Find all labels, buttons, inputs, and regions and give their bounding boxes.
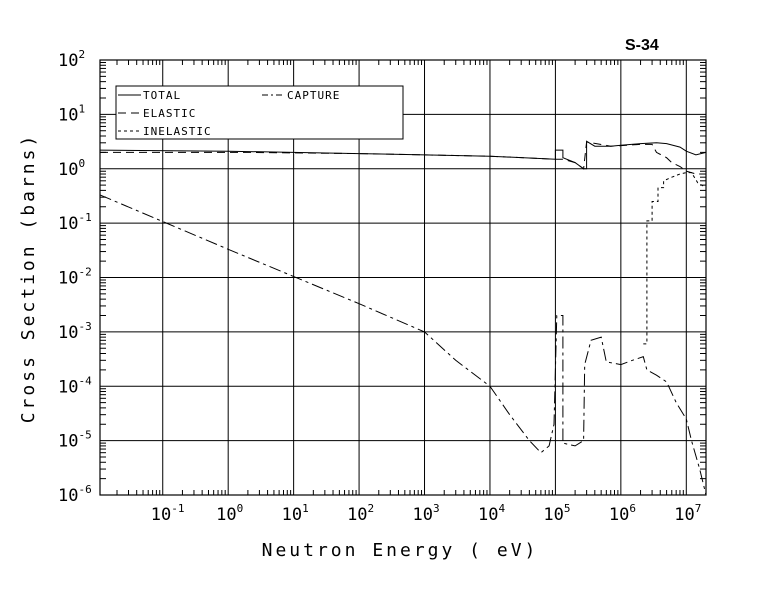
x-tick-label: 10-1 <box>151 502 185 525</box>
y-tick-label: 101 <box>58 102 85 125</box>
x-tick-label: 103 <box>413 502 440 525</box>
y-tick-label: 100 <box>58 157 85 180</box>
series-elastic <box>100 141 706 175</box>
y-tick-label: 10-3 <box>58 320 92 343</box>
x-tick-label: 100 <box>216 502 243 525</box>
x-tick-label: 104 <box>478 502 505 525</box>
y-tick-label: 102 <box>58 48 85 71</box>
legend-label-total: TOTAL <box>143 89 181 102</box>
series-capture <box>99 194 707 496</box>
y-tick-label: 10-2 <box>58 266 92 289</box>
x-tick-label: 101 <box>282 502 309 525</box>
x-tick-label: 107 <box>674 502 701 525</box>
series-group <box>99 140 707 496</box>
legend-label-elastic: ELASTIC <box>143 107 196 120</box>
x-tick-label: 105 <box>543 502 570 525</box>
y-tick-label: 10-4 <box>58 374 92 397</box>
x-tick-label: 106 <box>609 502 636 525</box>
x-axis-label: Neutron Energy ( eV) <box>262 540 539 561</box>
legend: TOTAL ELASTIC INELASTIC CAPTURE <box>115 85 404 140</box>
legend-label-capture: CAPTURE <box>287 89 340 102</box>
series-inelastic <box>643 172 707 345</box>
y-tick-label: 10-1 <box>58 211 92 234</box>
tick-labels: 10-1 100 101 102 103 104 105 106 107 102 101 100 10-… <box>58 48 701 525</box>
series-total <box>99 140 707 170</box>
legend-box <box>115 85 404 140</box>
y-tick-label: 10-5 <box>58 429 92 452</box>
y-tick-label: 10-6 <box>58 483 92 506</box>
x-tick-label: 102 <box>347 502 374 525</box>
chart-title: S-34 <box>625 37 659 54</box>
legend-label-inelastic: INELASTIC <box>143 125 212 138</box>
plot-frame <box>99 59 707 496</box>
y-axis-label: Cross Section (barns) <box>18 133 39 424</box>
